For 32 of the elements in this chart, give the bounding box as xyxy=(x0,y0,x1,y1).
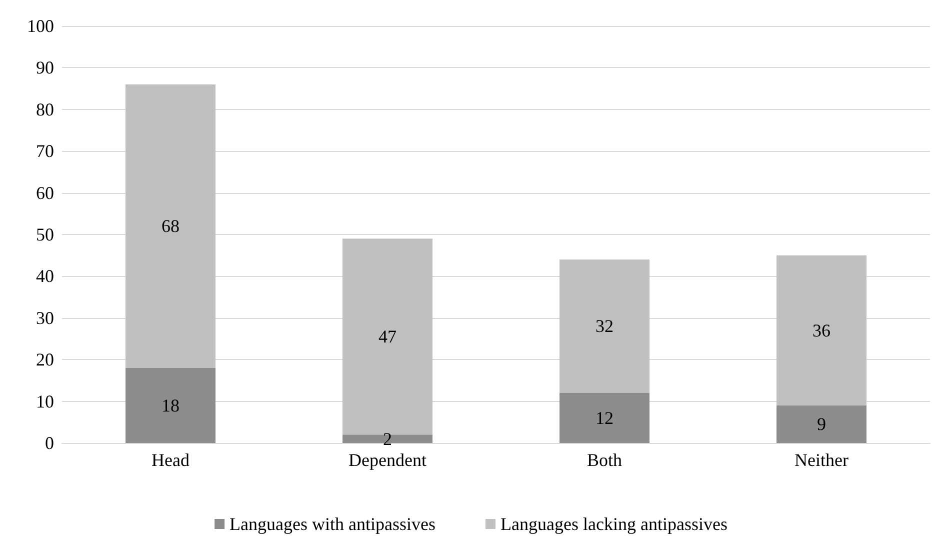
x-tick-label: Neither xyxy=(794,450,848,470)
bar xyxy=(776,255,866,406)
y-tick-label: 100 xyxy=(27,16,54,36)
y-tick-label: 40 xyxy=(36,266,54,286)
y-tick-label: 60 xyxy=(36,182,54,203)
data-label: 9 xyxy=(817,414,826,434)
bar xyxy=(342,434,432,443)
bar xyxy=(560,392,650,443)
data-label: 32 xyxy=(596,316,614,336)
data-label: 12 xyxy=(596,408,614,428)
legend-label: Languages lacking antipassives xyxy=(500,514,728,534)
bar xyxy=(560,260,650,393)
y-tick-label: 10 xyxy=(36,391,54,412)
bar xyxy=(126,84,216,368)
bar xyxy=(776,405,866,443)
y-tick-label: 30 xyxy=(36,308,54,328)
legend-label: Languages with antipassives xyxy=(230,514,436,534)
bar xyxy=(342,238,432,435)
data-label: 68 xyxy=(162,216,180,236)
y-tick-label: 0 xyxy=(45,433,54,453)
y-tick-label: 70 xyxy=(36,141,54,162)
data-label: 36 xyxy=(812,320,830,340)
y-tick-label: 90 xyxy=(36,58,54,78)
x-tick-label: Dependent xyxy=(348,450,426,470)
x-tick-label: Head xyxy=(152,450,190,470)
y-tick-label: 80 xyxy=(36,99,54,120)
bar xyxy=(126,368,216,443)
x-tick-label: Both xyxy=(586,450,622,470)
data-label: 18 xyxy=(162,395,180,416)
y-tick-label: 50 xyxy=(36,224,54,244)
data-label: 47 xyxy=(378,326,396,347)
y-tick-label: 20 xyxy=(36,350,54,370)
